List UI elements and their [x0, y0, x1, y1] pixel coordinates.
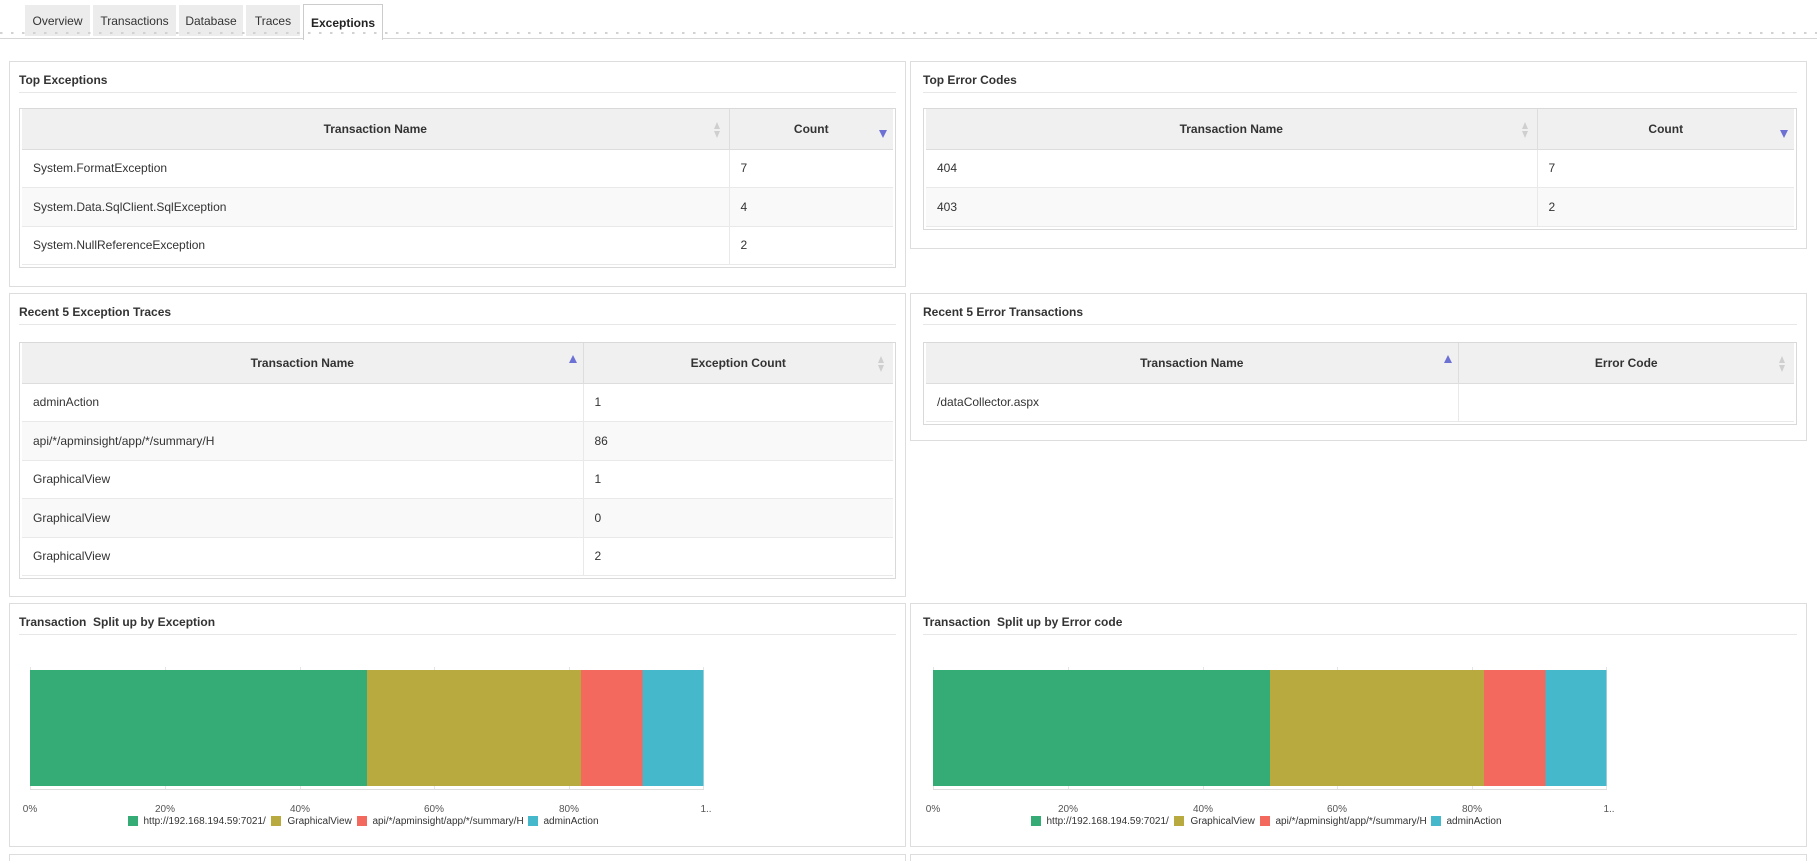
svg-text:0%: 0%	[926, 804, 941, 815]
svg-text:http://192.168.194.59:7021/: http://192.168.194.59:7021/	[144, 816, 267, 827]
svg-text:20%: 20%	[1058, 804, 1078, 815]
svg-text:20%: 20%	[155, 804, 175, 815]
svg-text:http://192.168.194.59:7021/: http://192.168.194.59:7021/	[1047, 816, 1170, 827]
svg-text:40%: 40%	[1193, 804, 1213, 815]
svg-text:60%: 60%	[1327, 804, 1347, 815]
svg-text:GraphicalView: GraphicalView	[288, 816, 353, 827]
svg-text:1..: 1..	[1603, 804, 1614, 815]
svg-text:60%: 60%	[424, 804, 444, 815]
svg-text:adminAction: adminAction	[544, 816, 599, 827]
svg-text:GraphicalView: GraphicalView	[1191, 816, 1256, 827]
svg-text:0%: 0%	[23, 804, 38, 815]
svg-text:1..: 1..	[700, 804, 711, 815]
svg-text:80%: 80%	[1462, 804, 1482, 815]
svg-text:40%: 40%	[290, 804, 310, 815]
svg-text:adminAction: adminAction	[1447, 816, 1502, 827]
svg-text:80%: 80%	[559, 804, 579, 815]
svg-text:api/*/apminsight/app/*/summary: api/*/apminsight/app/*/summary/H	[373, 816, 524, 827]
svg-text:api/*/apminsight/app/*/summary: api/*/apminsight/app/*/summary/H	[1276, 816, 1427, 827]
